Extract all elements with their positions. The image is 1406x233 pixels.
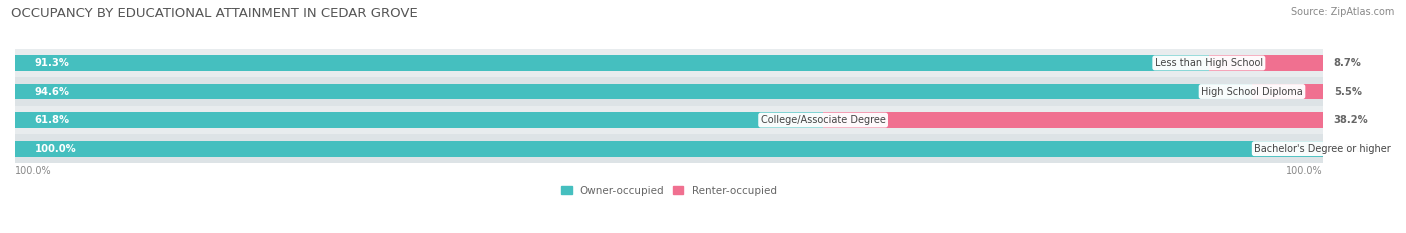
Bar xyxy=(15,55,1209,71)
Text: 5.5%: 5.5% xyxy=(1334,86,1362,96)
Text: 38.2%: 38.2% xyxy=(1333,115,1368,125)
Bar xyxy=(15,112,823,128)
Text: 91.3%: 91.3% xyxy=(35,58,69,68)
Bar xyxy=(823,112,1323,128)
Bar xyxy=(1209,55,1323,71)
Text: OCCUPANCY BY EDUCATIONAL ATTAINMENT IN CEDAR GROVE: OCCUPANCY BY EDUCATIONAL ATTAINMENT IN C… xyxy=(11,7,418,20)
Bar xyxy=(15,141,1323,157)
Text: College/Associate Degree: College/Associate Degree xyxy=(761,115,886,125)
Text: 100.0%: 100.0% xyxy=(35,144,76,154)
Text: Bachelor's Degree or higher: Bachelor's Degree or higher xyxy=(1254,144,1391,154)
Bar xyxy=(15,49,1323,77)
Bar xyxy=(15,106,1323,134)
Legend: Owner-occupied, Renter-occupied: Owner-occupied, Renter-occupied xyxy=(557,182,780,200)
Text: 100.0%: 100.0% xyxy=(1286,166,1323,176)
Text: 0.0%: 0.0% xyxy=(1333,144,1361,154)
Bar xyxy=(15,134,1323,163)
Text: 8.7%: 8.7% xyxy=(1333,58,1361,68)
Text: Source: ZipAtlas.com: Source: ZipAtlas.com xyxy=(1291,7,1395,17)
Bar xyxy=(1251,84,1324,99)
Text: 61.8%: 61.8% xyxy=(35,115,70,125)
Text: 94.6%: 94.6% xyxy=(35,86,70,96)
Text: 100.0%: 100.0% xyxy=(15,166,52,176)
Text: Less than High School: Less than High School xyxy=(1154,58,1263,68)
Bar xyxy=(15,84,1251,99)
Bar xyxy=(15,77,1323,106)
Text: High School Diploma: High School Diploma xyxy=(1201,86,1303,96)
